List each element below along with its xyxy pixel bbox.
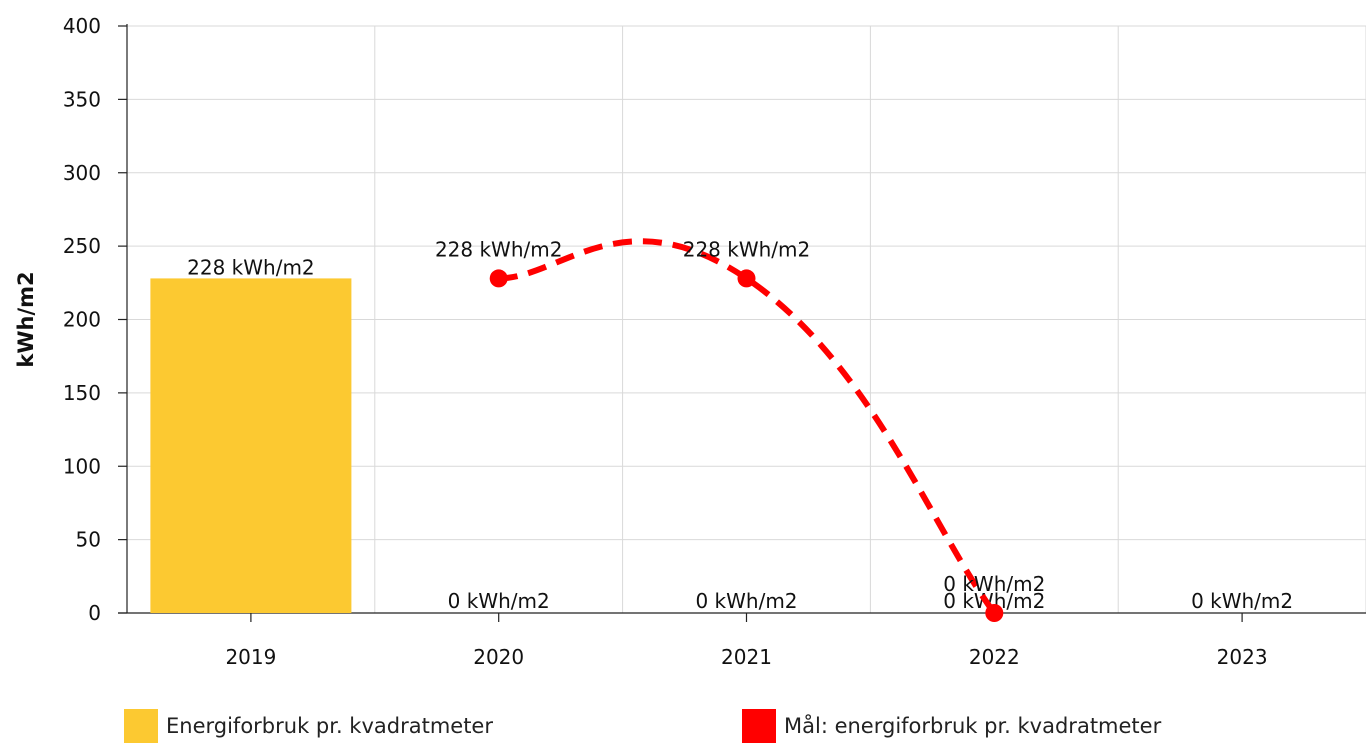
y-tick-label: 350 (63, 87, 101, 111)
target-point (985, 604, 1004, 622)
bar-data-label: 0 kWh/m2 (448, 589, 550, 613)
x-tick-label: 2019 (225, 645, 276, 669)
bar (150, 278, 352, 613)
target-data-label: 0 kWh/m2 (943, 572, 1045, 596)
target-line (498, 238, 997, 615)
bar-data-label: 0 kWh/m2 (1191, 589, 1293, 613)
y-axis-label: kWh/m2 (14, 271, 38, 367)
x-tick-label: 2021 (721, 645, 772, 669)
target-data-label: 228 kWh/m2 (683, 237, 811, 261)
x-tick-label: 2022 (969, 645, 1020, 669)
chart-svg: 0 50 100 150 200 250 300 350 400 2019 2020 2021 2022… (14, 14, 1366, 669)
target-data-label: 228 kWh/m2 (435, 237, 563, 261)
bar-data-label: 228 kWh/m2 (187, 255, 315, 279)
legend-swatch-energy (124, 709, 158, 743)
x-tick-label: 2023 (1217, 645, 1268, 669)
target-point (737, 269, 756, 288)
y-tick-label: 400 (63, 14, 101, 38)
y-tick-label: 300 (63, 161, 101, 185)
y-tick-label: 50 (76, 528, 101, 552)
legend-item-target[interactable]: Mål: energiforbruk pr. kvadratmeter (742, 708, 1161, 744)
bar-data-label: 0 kWh/m2 (695, 589, 797, 613)
legend-label-energy: Energiforbruk pr. kvadratmeter (166, 714, 493, 738)
y-tick-label: 0 (88, 601, 101, 625)
y-tick-label: 250 (63, 234, 101, 258)
y-tick-label: 150 (63, 381, 101, 405)
target-point (489, 269, 508, 288)
legend-swatch-target (742, 709, 776, 743)
y-tick-label: 200 (63, 308, 101, 332)
x-tick-label: 2020 (473, 645, 524, 669)
legend-item-energy[interactable]: Energiforbruk pr. kvadratmeter (124, 708, 493, 744)
y-tick-label: 100 (63, 454, 101, 478)
legend-label-target: Mål: energiforbruk pr. kvadratmeter (784, 714, 1162, 738)
